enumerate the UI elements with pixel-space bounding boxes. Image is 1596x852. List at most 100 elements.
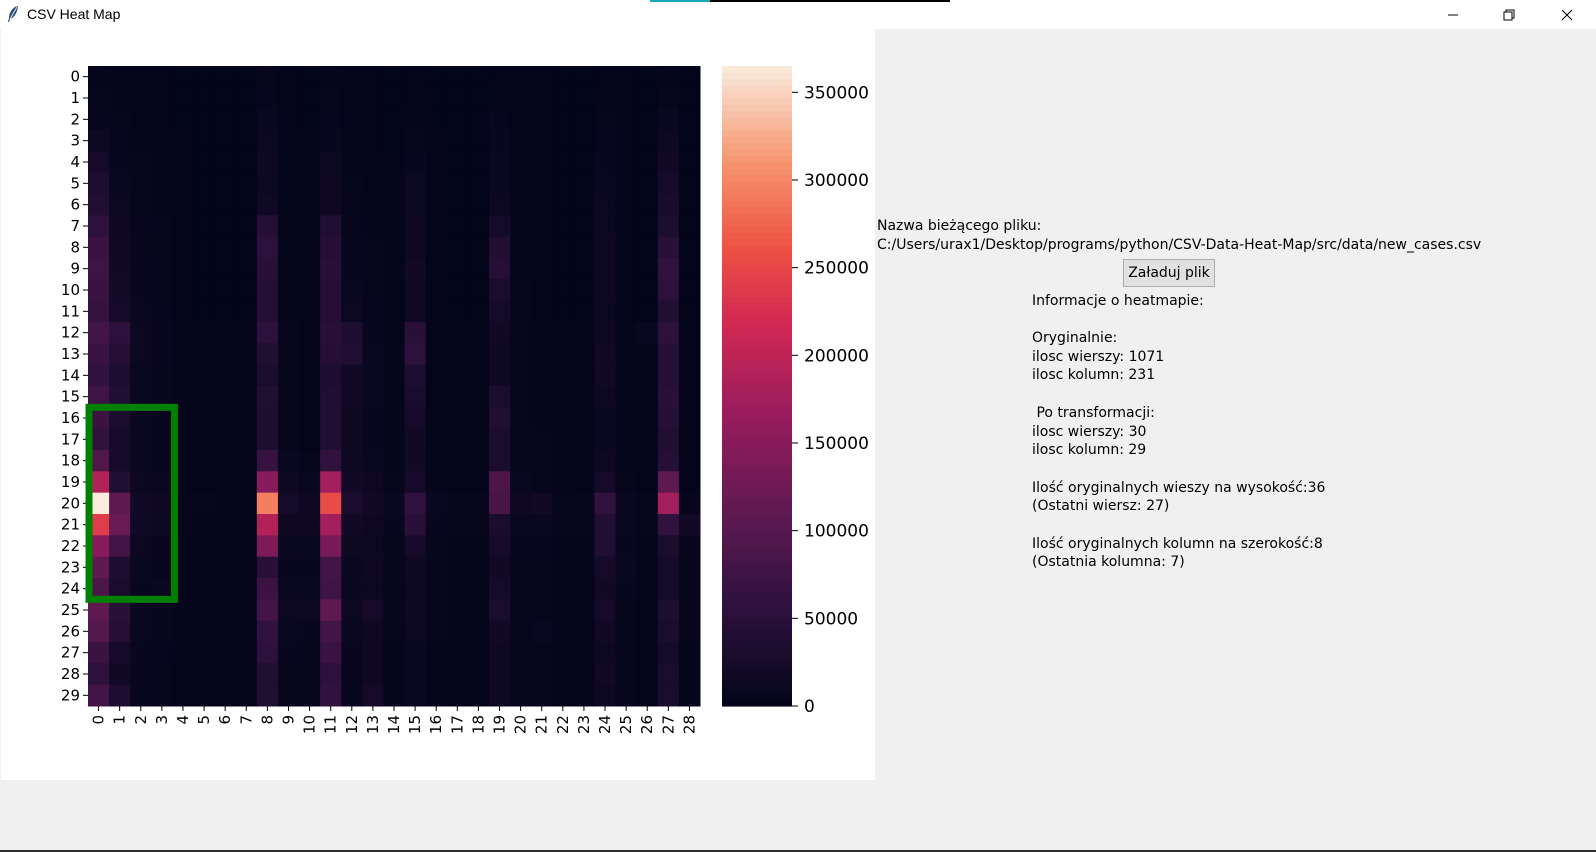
heatmap-cell-r15-c27 [657, 386, 680, 408]
heatmap-cell-r8-c16 [425, 236, 448, 259]
heatmap-cell-r28-c16 [425, 663, 448, 686]
heatmap-cell-r29-c1 [109, 684, 131, 707]
heatmap-cell-r22-c9 [277, 535, 300, 558]
heatmap-cell-r21-c23 [573, 514, 595, 536]
heatmap-cell-r26-c5 [193, 620, 216, 643]
heatmap-cell-r25-c3 [151, 599, 173, 622]
heatmap-cell-r2-c25 [615, 108, 638, 131]
heatmap-cell-r14-c16 [425, 364, 448, 387]
x-tick-label-9: 9 [279, 715, 297, 725]
heatmap-cell-r24-c23 [573, 578, 595, 600]
heatmap-cell-r3-c19 [488, 130, 511, 152]
heatmap-cell-r4-c27 [657, 151, 680, 174]
heatmap-cell-r16-c19 [488, 407, 511, 430]
colorbar-segment-16 [722, 597, 792, 605]
heatmap-cell-r14-c26 [636, 364, 659, 387]
heatmap-cell-r16-c26 [636, 407, 659, 430]
heatmap-cell-r21-c5 [193, 514, 216, 536]
heatmap-cell-r18-c13 [362, 450, 384, 472]
heatmap-cell-r22-c11 [320, 535, 342, 558]
last-col: (Ostatnia kolumna: 7) [1032, 554, 1185, 570]
heatmap-cell-r25-c9 [277, 599, 300, 622]
heatmap-cell-r3-c12 [341, 130, 363, 152]
colorbar-segment-76 [722, 213, 792, 221]
heatmap-cell-r15-c17 [446, 386, 469, 408]
close-button[interactable] [1544, 0, 1590, 29]
heatmap-cell-r11-c13 [362, 300, 384, 323]
heatmap-cell-r17-c11 [320, 428, 342, 451]
heatmap-cell-r10-c19 [488, 279, 511, 302]
heatmap-cell-r19-c2 [130, 471, 152, 494]
heatmap-cell-r8-c3 [151, 236, 173, 259]
heatmap-cell-r23-c28 [678, 556, 701, 579]
heatmap-cell-r5-c14 [383, 172, 406, 195]
heatmap-cell-r13-c13 [362, 343, 384, 366]
heatmap-cell-r25-c0 [88, 599, 110, 622]
heatmap-cell-r25-c23 [573, 599, 595, 622]
colorbar-segment-19 [722, 578, 792, 585]
heatmap-cell-r8-c24 [594, 236, 617, 259]
heatmap-cell-r6-c16 [425, 194, 448, 216]
heatmap-cell-r1-c2 [130, 87, 152, 110]
heatmap-cell-r23-c10 [299, 556, 321, 579]
heatmap-cell-r21-c7 [235, 514, 258, 536]
heatmap-cell-r12-c13 [362, 322, 384, 344]
heatmap-cell-r28-c10 [299, 663, 321, 686]
heatmap-cell-r10-c16 [425, 279, 448, 302]
heatmap-cell-r13-c15 [404, 343, 427, 366]
heatmap-cell-r4-c15 [404, 151, 427, 174]
heatmap-cell-r23-c27 [657, 556, 680, 579]
heatmap-cell-r1-c9 [277, 87, 300, 110]
heatmap-cell-r19-c1 [109, 471, 131, 494]
heatmap-cell-r5-c7 [235, 172, 258, 195]
heatmap-cell-r4-c10 [299, 151, 321, 174]
heatmap-cell-r7-c11 [320, 215, 342, 238]
heatmap-cell-r0-c14 [383, 66, 406, 88]
heatmap-cell-r20-c20 [510, 492, 532, 515]
colorbar-segment-56 [722, 341, 792, 349]
colorbar-segment-32 [722, 494, 792, 502]
heatmap-cell-r29-c6 [214, 684, 237, 707]
heatmap-cell-r1-c6 [214, 87, 237, 110]
x-tick-label-15: 15 [406, 715, 424, 734]
heatmap-cell-r3-c20 [510, 130, 532, 152]
heatmap-cell-r22-c1 [109, 535, 131, 558]
heatmap-cell-r11-c3 [151, 300, 173, 323]
heatmap-cell-r10-c27 [657, 279, 680, 302]
heatmap-cell-r24-c26 [636, 578, 659, 600]
heatmap-cell-r13-c12 [341, 343, 363, 366]
heatmap-cell-r25-c8 [256, 599, 279, 622]
heatmap-cell-r27-c19 [488, 642, 511, 664]
heatmap-cell-r24-c10 [299, 578, 321, 600]
load-file-button[interactable]: Załaduj plik [1123, 259, 1215, 287]
heatmap-cell-r2-c24 [594, 108, 617, 131]
heatmap-cell-r1-c28 [678, 87, 701, 110]
heatmap-cell-r19-c22 [552, 471, 574, 494]
y-tick-label-8: 8 [70, 238, 80, 256]
heatmap-cell-r14-c19 [488, 364, 511, 387]
heatmap-cell-r7-c13 [362, 215, 384, 238]
heatmap-canvas: 0 1 2 3 4 5 6 7 8 9 10 11 12 13 14 15 16 17 18 19 20 21 22 23 24… [1, 29, 875, 780]
x-tick-label-0: 0 [90, 715, 108, 725]
heatmap-cell-r9-c10 [299, 258, 321, 280]
colorbar-segment-81 [722, 181, 792, 189]
colorbar-segment-48 [722, 392, 792, 400]
minimize-button[interactable] [1430, 0, 1476, 29]
heatmap-cell-r3-c8 [256, 130, 279, 152]
colorbar-segment-84 [722, 162, 792, 169]
heatmap-cell-r11-c2 [130, 300, 152, 323]
heatmap-cell-r22-c25 [615, 535, 638, 558]
heatmap-cell-r15-c21 [531, 386, 553, 408]
heatmap-cell-r18-c24 [594, 450, 617, 472]
heatmap-cell-r7-c17 [446, 215, 469, 238]
colorbar-segment-78 [722, 200, 792, 208]
heatmap-cell-r14-c15 [404, 364, 427, 387]
heatmap-cell-r2-c5 [193, 108, 216, 131]
heatmap-cell-r23-c24 [594, 556, 617, 579]
heatmap-cell-r28-c21 [531, 663, 553, 686]
heatmap-cell-r17-c23 [573, 428, 595, 451]
heatmap-cell-r22-c24 [594, 535, 617, 558]
heatmap-cell-r1-c25 [615, 87, 638, 110]
maximize-button[interactable] [1486, 0, 1532, 29]
heatmap-cell-r1-c3 [151, 87, 173, 110]
